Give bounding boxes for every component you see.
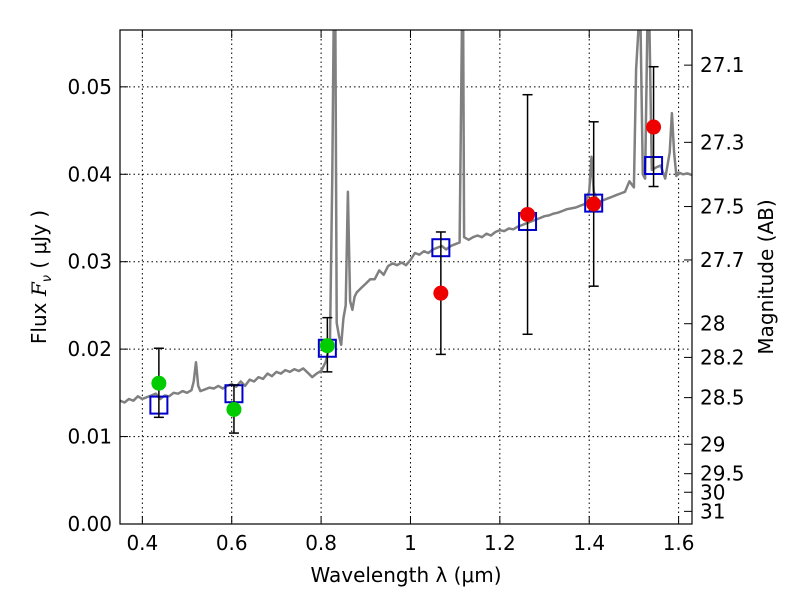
y-tick-label: 0.04 [67,162,112,186]
plot-area [120,30,692,434]
x-tick-label: 1.2 [484,531,516,555]
y2-tick-label: 28 [700,312,725,336]
y2-tick-label: 27.1 [700,53,745,77]
observed-flux-point [319,338,335,354]
observed-flux-point [646,119,662,135]
y2-tick-label: 27.7 [700,248,745,272]
y2-tick-label: 28.5 [700,386,745,410]
spectrum-line [120,30,692,404]
observed-flux-point [586,196,602,212]
y2-axis-label: Magnitude (AB) [754,199,778,354]
y-tick-label: 0.02 [67,337,112,361]
y2-tick-label: 29.5 [700,462,745,486]
x-tick-label: 1.6 [663,531,695,555]
x-axis-label: Wavelength λ (μm) [310,563,501,587]
x-tick-label: 1.4 [573,531,605,555]
observed-flux-point [433,285,449,301]
y2-tick-label: 29 [700,432,725,456]
observed-flux-point [226,401,242,417]
y2-tick-label: 27.5 [700,195,745,219]
x-tick-label: 0.6 [216,531,248,555]
y-tick-label: 0.03 [67,250,112,274]
tick-labels: 0.4 0.6 0.8 1 1.2 1.4 1.6 0.00 0.01 0.02 0.03 0.04 0… [67,53,744,555]
y2-tick-label: 31 [700,499,725,523]
x-tick-label: 0.8 [305,531,337,555]
y2-tick-label: 30 [700,480,725,504]
y-tick-label: 0.01 [67,425,112,449]
y2-tick-label: 28.2 [700,345,745,369]
observed-flux-point [151,375,167,391]
grid-lines [120,30,692,524]
observed-flux-point [520,206,536,222]
x-tick-label: 0.4 [126,531,158,555]
axis-ticks [120,30,692,525]
x-tick-label: 1 [404,531,417,555]
y-axis-label: Flux Fν ( μJy ) [27,210,55,344]
y2-tick-label: 27.3 [700,130,745,154]
y-tick-label: 0.05 [67,75,112,99]
y-tick-label: 0.00 [67,512,112,536]
plot-frame [119,29,693,525]
